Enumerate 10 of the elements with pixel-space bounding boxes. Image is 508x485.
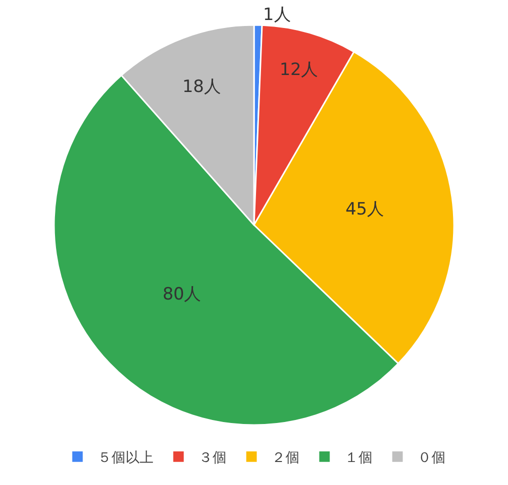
data-label: 18人 [182, 76, 221, 97]
legend-label: ０個 [418, 450, 446, 466]
legend-label: ５個以上 [98, 450, 154, 466]
legend-label: １個 [344, 450, 372, 466]
data-label: 80人 [162, 284, 202, 304]
legend-label: ２個 [272, 450, 300, 466]
legend-label: ３個 [198, 450, 226, 466]
data-label: 12人 [280, 60, 318, 80]
data-label: 1人 [263, 5, 291, 26]
data-label: 45人 [345, 199, 384, 220]
